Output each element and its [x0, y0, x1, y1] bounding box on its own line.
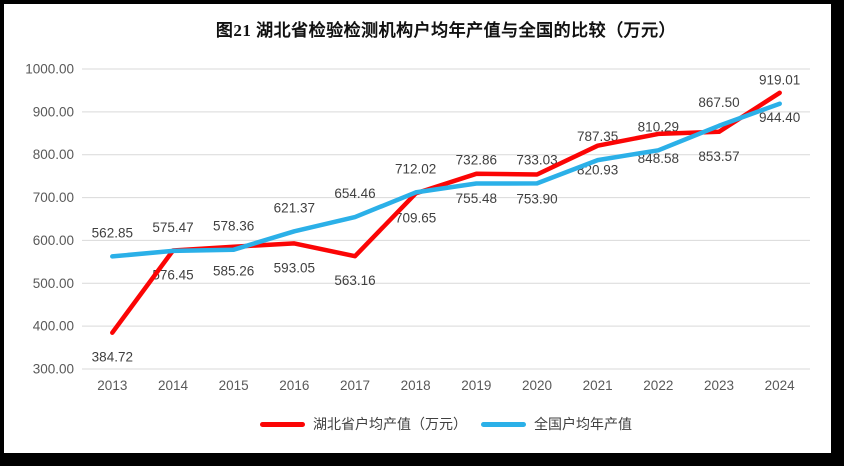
data-label-national-2019: 732.86 [456, 152, 497, 167]
national-line-swatch-icon [481, 421, 526, 427]
data-label-national-2020: 733.03 [516, 152, 557, 167]
data-label-hubei-2017: 563.16 [334, 273, 375, 288]
legend-label-national: 全国户均年产值 [534, 416, 632, 432]
frame-border-bottom [0, 453, 844, 466]
y-tick-label: 300.00 [33, 362, 74, 377]
legend-item-hubei: 湖北省户均产值（万元） [260, 414, 467, 434]
series-line-national [110, 101, 782, 259]
frame-border-left [0, 0, 4, 466]
x-tick-label: 2018 [401, 378, 431, 393]
x-tick-label: 2015 [219, 378, 249, 393]
data-label-national-2017: 654.46 [334, 186, 375, 201]
data-label-national-2024: 919.01 [759, 73, 800, 88]
data-label-national-2021: 787.35 [577, 129, 618, 144]
data-label-hubei-2016: 593.05 [274, 260, 315, 275]
data-label-national-2013: 562.85 [92, 225, 133, 240]
legend-label-hubei: 湖北省户均产值（万元） [313, 416, 467, 432]
data-label-national-2018: 712.02 [395, 161, 436, 176]
data-label-hubei-2013: 384.72 [92, 350, 133, 365]
data-label-hubei-2022: 848.58 [638, 151, 679, 166]
data-label-hubei-2015: 585.26 [213, 264, 254, 279]
legend-item-national: 全国户均年产值 [481, 414, 632, 434]
x-tick-label: 2021 [583, 378, 613, 393]
y-tick-label: 800.00 [33, 147, 74, 162]
y-tick-label: 1000.00 [25, 62, 74, 77]
legend: 湖北省户均产值（万元） 全国户均年产值 [82, 414, 810, 434]
data-label-national-2014: 575.47 [152, 220, 193, 235]
y-tick-label: 700.00 [33, 190, 74, 205]
x-tick-label: 2014 [158, 378, 189, 393]
data-label-hubei-2014: 576.45 [152, 268, 193, 283]
data-label-national-2015: 578.36 [213, 219, 254, 234]
data-label-national-2022: 810.29 [638, 119, 679, 134]
y-tick-label: 600.00 [33, 233, 74, 248]
data-label-national-2016: 621.37 [274, 200, 315, 215]
data-label-national-2023: 867.50 [698, 95, 739, 110]
data-label-hubei-2019: 755.48 [456, 191, 497, 206]
x-tick-label: 2013 [97, 378, 127, 393]
frame-border-right [831, 0, 844, 466]
chart-title: 图21 湖北省检验检测机构户均年产值与全国的比较（万元） [215, 21, 677, 40]
x-tick-label: 2022 [643, 378, 673, 393]
frame-border-top [0, 0, 844, 4]
y-tick-label: 500.00 [33, 276, 74, 291]
x-tick-label: 2016 [279, 378, 309, 393]
data-label-hubei-2024: 944.40 [759, 110, 800, 125]
data-label-hubei-2020: 753.90 [516, 191, 557, 206]
x-tick-label: 2019 [461, 378, 491, 393]
x-tick-label: 2017 [340, 378, 370, 393]
data-label-hubei-2021: 820.93 [577, 163, 618, 178]
series-line-hubei [110, 90, 782, 335]
hubei-line-swatch-icon [260, 421, 305, 427]
x-tick-label: 2023 [704, 378, 734, 393]
y-tick-label: 900.00 [33, 104, 74, 119]
data-label-hubei-2018: 709.65 [395, 210, 436, 225]
data-label-hubei-2023: 853.57 [698, 149, 739, 164]
x-tick-label: 2024 [765, 378, 796, 393]
y-tick-label: 400.00 [33, 319, 74, 334]
x-tick-label: 2020 [522, 378, 552, 393]
